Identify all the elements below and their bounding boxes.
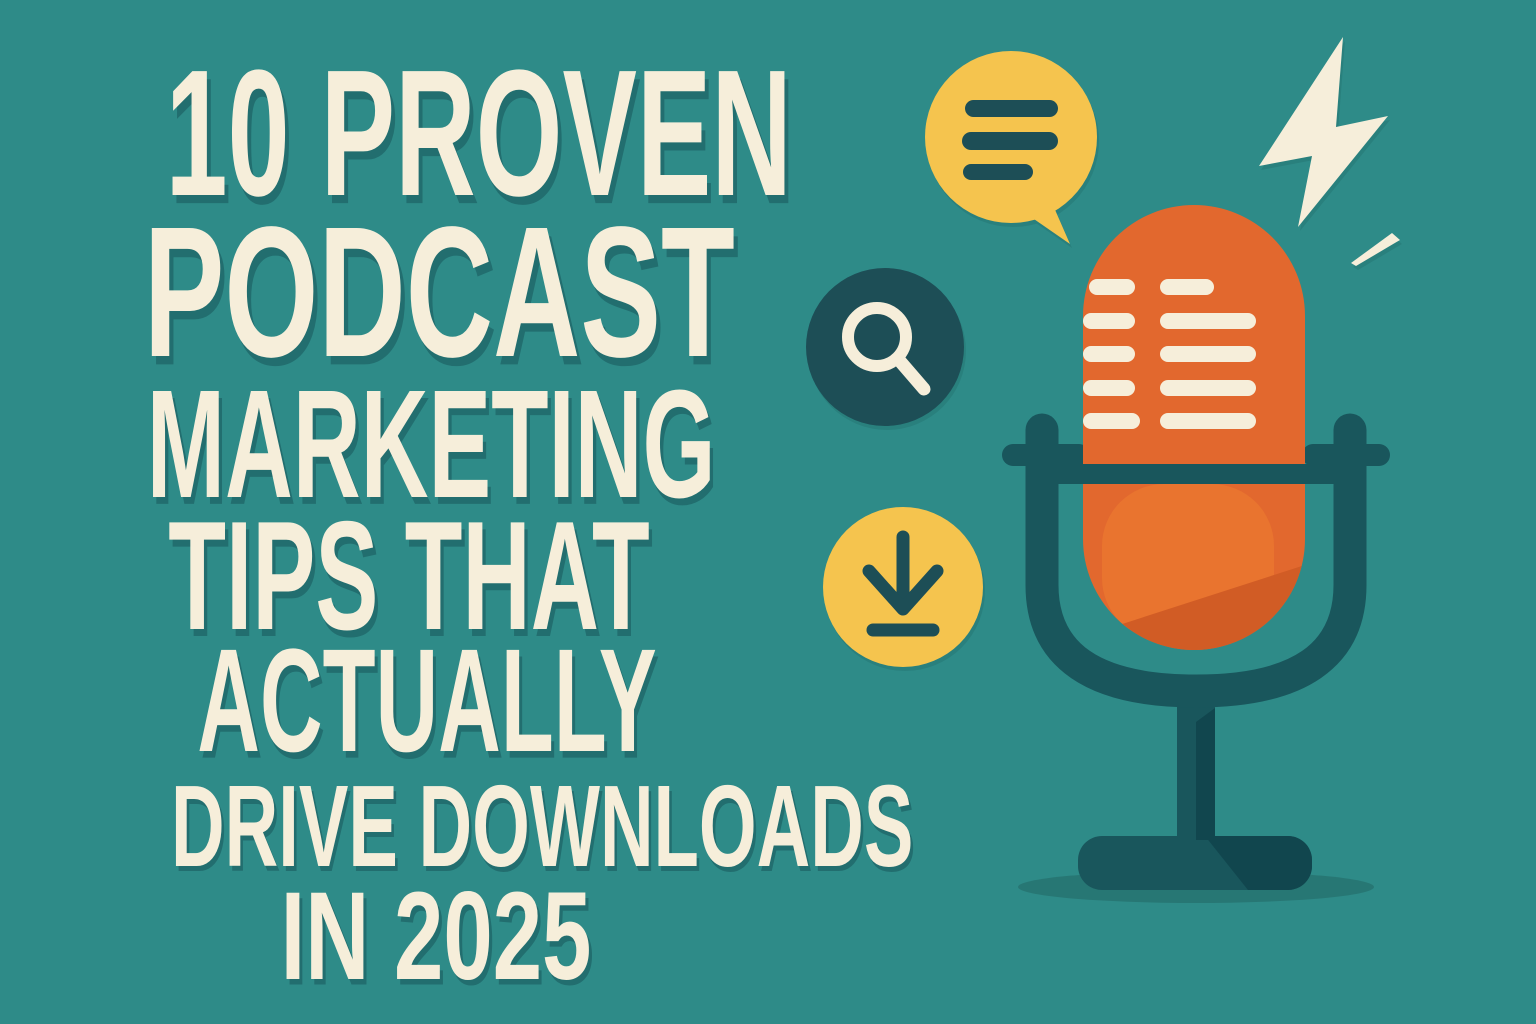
mic-pivot-left	[1002, 444, 1090, 466]
download-arrow	[862, 530, 944, 637]
bolt-shape	[1259, 37, 1388, 227]
speech-bubble-icon	[925, 51, 1097, 244]
mic-pivot-right	[1302, 444, 1390, 466]
search-circle	[806, 268, 964, 426]
title-line-3: MARKETING	[146, 358, 716, 530]
mic-base	[1078, 836, 1312, 890]
bubble-text-line	[965, 100, 1058, 117]
search-icon	[806, 268, 964, 426]
title-line-5: ACTUALLY	[197, 619, 657, 783]
microphone-icon	[1002, 205, 1390, 903]
title-line-4: TIPS THAT	[168, 489, 650, 662]
bubble-text-line	[963, 164, 1033, 180]
lightning-bolt-icon	[1259, 37, 1400, 266]
spark-dash-icon	[1351, 233, 1400, 266]
poster-title: 10 PROVEN PODCAST MARKETING TIPS THAT AC…	[143, 33, 914, 1006]
mic-capsule-shading	[1085, 484, 1305, 650]
mic-grille	[1083, 279, 1256, 429]
mic-stem	[1177, 690, 1215, 840]
mic-yoke	[1025, 413, 1367, 708]
title-line-1: 10 PROVEN	[165, 33, 792, 234]
title-line-2: PODCAST	[143, 189, 735, 396]
bubble-text-line	[962, 132, 1058, 150]
magnifier-glyph	[842, 302, 931, 396]
mic-crossbar	[1044, 464, 1348, 484]
download-icon	[823, 507, 983, 667]
title-line-7: IN 2025	[280, 867, 592, 1006]
